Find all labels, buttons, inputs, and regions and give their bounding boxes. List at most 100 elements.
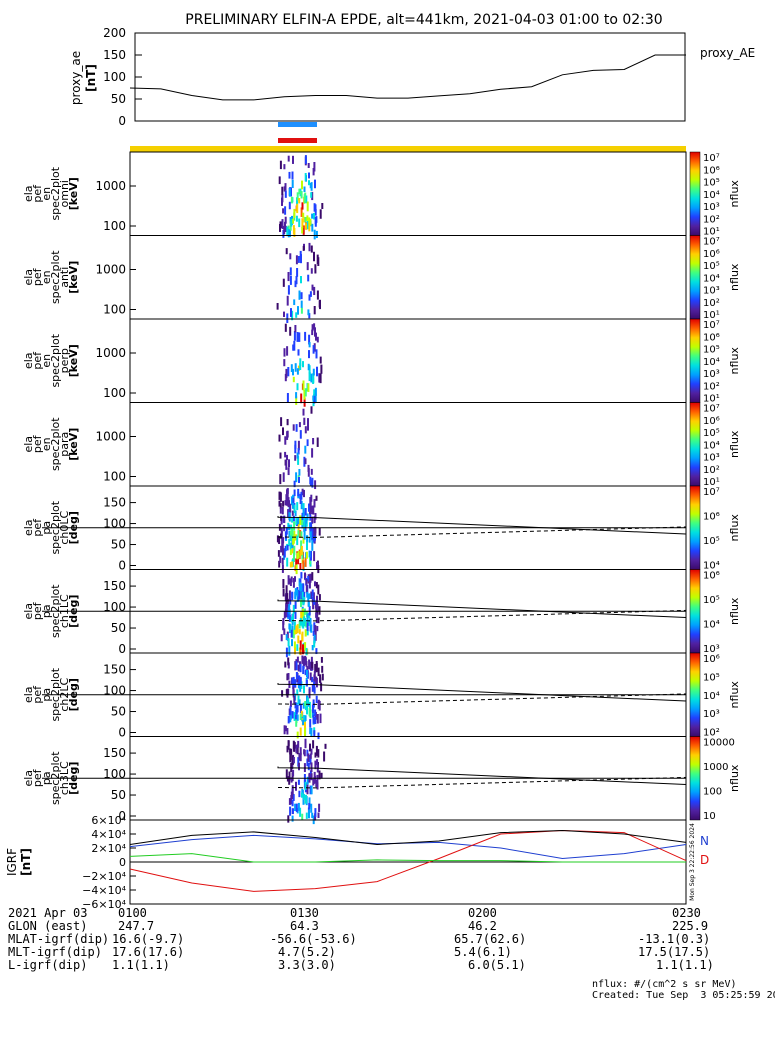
spectrogram-pixel	[315, 612, 318, 618]
spectrogram-pixel	[304, 516, 307, 524]
spectrogram-pixel	[289, 326, 292, 336]
spectrogram-pixel	[297, 517, 300, 525]
spectrogram-pixel	[306, 784, 309, 795]
spectrogram-pixel	[319, 373, 322, 384]
spectrogram-pixel	[297, 448, 300, 455]
colorbar-tick-label: 10⁵	[703, 672, 720, 683]
spectrogram-pixel	[288, 538, 291, 547]
spectrogram-pixel	[302, 665, 305, 675]
spectrogram-pixel	[285, 368, 288, 378]
spectrogram-pixel	[300, 500, 303, 510]
pa-tick-label: 0	[118, 642, 126, 656]
colorbar-tick-label: 10³	[703, 286, 720, 297]
spectrogram-pixel	[299, 648, 302, 655]
spectrogram-pixel	[285, 647, 288, 658]
spectrogram-pixel	[311, 661, 314, 669]
spectrogram-pixel	[286, 673, 289, 681]
spectrogram-pixel	[287, 229, 290, 238]
spectrogram-pixel	[284, 323, 287, 332]
b-tick-label: −2×10⁴	[82, 870, 126, 883]
b-tick-label: 6×10⁴	[91, 814, 126, 827]
spectrogram-pixel	[311, 477, 314, 488]
spectrogram-pixel	[312, 368, 315, 376]
spectrogram-pixel	[298, 629, 301, 635]
spectrogram-pixel	[280, 417, 283, 427]
spectrogram-pixel	[312, 395, 315, 401]
panel-label-line: ela	[22, 185, 35, 202]
colorbar-tick-label: 10⁴	[703, 190, 720, 201]
spectrogram-pixel	[284, 531, 287, 540]
spectrogram-pixel	[317, 812, 320, 818]
spectrogram-pixel	[296, 203, 299, 214]
spectrogram-pixel	[291, 815, 294, 822]
spectrogram-pixel	[295, 721, 298, 727]
panel-label-line: pef	[31, 351, 44, 370]
spectrogram-pixel	[319, 713, 322, 724]
colorbar-tick-label: 10¹	[703, 477, 720, 488]
panel-label-line: ch0LC	[58, 511, 71, 545]
spectrogram-pixel	[318, 528, 321, 536]
spectrogram-pixel	[298, 699, 301, 706]
spectrogram-pixel	[316, 336, 319, 343]
spectrogram-pixel	[300, 307, 303, 314]
b-field-lines	[129, 829, 687, 892]
energy-tick-label: 1000	[95, 430, 126, 444]
spectrogram-pixel	[303, 793, 306, 800]
spectrogram-pixel	[301, 633, 304, 642]
spectrogram-pixel	[307, 468, 310, 477]
spectrogram-pixel	[314, 775, 317, 784]
spectrogram-pixel	[309, 727, 312, 735]
spectrogram-pixel	[286, 346, 289, 356]
spectrogram-pixel	[312, 438, 315, 445]
colorbar-7	[689, 652, 701, 737]
elfin-summary-plot: PRELIMINARY ELFIN-A EPDE, alt=441km, 202…	[5, 12, 755, 911]
spectrogram-pixel	[303, 390, 306, 400]
spectrogram-pixel	[300, 191, 303, 199]
spectrogram-pixel	[281, 557, 284, 565]
spectrogram-pixel	[321, 673, 324, 681]
colorbar-unit: nflux	[728, 764, 741, 792]
spectrogram-pixel	[293, 521, 296, 531]
panel-label-line: ela	[22, 269, 35, 286]
spectrogram-pixel	[287, 598, 290, 608]
spectrogram-pixel	[309, 218, 312, 226]
spectrogram-pixel	[305, 622, 308, 628]
spectrogram-pixel	[313, 599, 316, 605]
spectrogram-pixel	[293, 299, 296, 306]
spectrogram-pixel	[287, 367, 290, 377]
spectrogram-pixel	[290, 576, 293, 583]
b-tick-label: −6×10⁴	[82, 898, 126, 911]
spectrogram-pixel	[308, 342, 311, 348]
pa-tick-label: 50	[111, 705, 126, 719]
spectrogram-pixel	[314, 217, 317, 225]
energy-tick-label: 100	[103, 303, 126, 317]
spectrogram-pixel	[299, 663, 302, 673]
spectrogram-pixel	[289, 267, 292, 276]
ae-tick-label: 150	[103, 48, 126, 62]
pa-tick-label: 150	[103, 496, 126, 510]
spectrogram-pixel	[320, 772, 323, 779]
spectrogram-pixel	[306, 262, 309, 271]
spectrogram-pixel	[291, 179, 294, 189]
spectrogram-pixel	[280, 527, 283, 534]
spectrogram-pixel	[299, 515, 302, 525]
spectrogram-pixel	[291, 793, 294, 800]
spectrogram-pixel	[309, 672, 312, 681]
pa-tick-label: 150	[103, 746, 126, 760]
spectrogram-pixel	[299, 618, 302, 626]
spectrogram-pixel	[304, 557, 307, 567]
panel-label-line: [deg]	[67, 511, 80, 544]
spectrogram-pixel	[292, 676, 295, 687]
spectrogram-pixel	[307, 363, 310, 371]
spectrogram-pixel	[314, 204, 317, 210]
footer-row-time: 2021 Apr 03 0100 0130 0200 0230	[8, 906, 701, 920]
spectrogram-pixel	[294, 591, 297, 600]
spectrogram-pixel	[287, 225, 290, 233]
spectrogram-pixel	[298, 422, 301, 428]
spectrogram-pixel	[303, 417, 306, 425]
spectrogram-pixel	[310, 406, 313, 414]
panel-label-line: ela	[22, 436, 35, 453]
spectrogram-pixel	[310, 494, 313, 502]
spectrogram-pixel	[291, 639, 293, 647]
spectrogram-pixel	[305, 647, 308, 656]
